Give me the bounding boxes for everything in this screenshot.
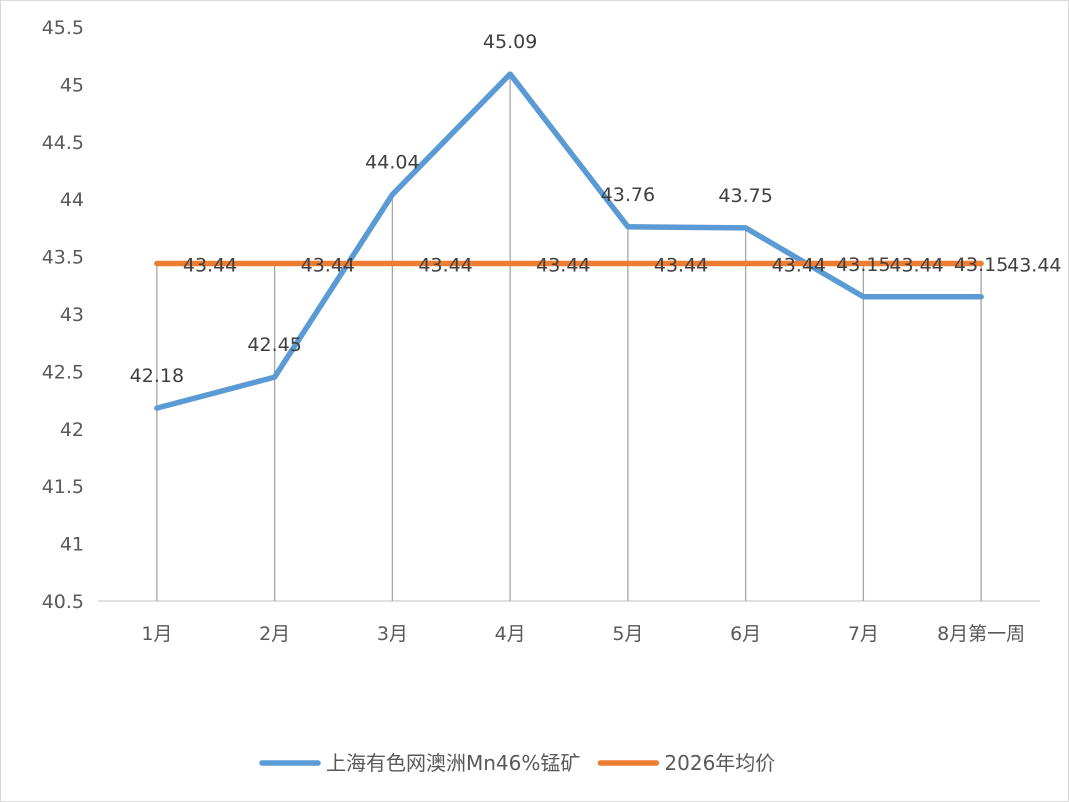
data-label-series-2: 43.44	[418, 254, 472, 276]
y-tick-label: 44.5	[42, 132, 84, 154]
y-tick-label: 40.5	[42, 591, 84, 613]
data-label-series-1: 42.45	[247, 334, 301, 356]
y-tick-label: 43	[60, 304, 84, 326]
legend-label-1: 上海有色网澳洲Mn46%锰矿	[326, 751, 580, 775]
x-tick-label: 5月	[612, 623, 643, 645]
x-tick-label: 4月	[495, 623, 526, 645]
data-label-series-2: 43.44	[536, 254, 590, 276]
data-label-series-1: 43.76	[601, 184, 655, 206]
legend-label-2: 2026年均价	[664, 751, 775, 775]
data-label-series-2: 43.44	[889, 254, 943, 276]
data-label-series-1: 43.15	[954, 254, 1008, 276]
x-tick-label: 1月	[141, 623, 172, 645]
y-tick-label: 42	[60, 419, 84, 441]
y-tick-label: 43.5	[42, 247, 84, 269]
x-tick-label: 3月	[377, 623, 408, 645]
data-label-series-2: 43.44	[183, 254, 237, 276]
data-label-series-1: 45.09	[483, 31, 537, 53]
y-tick-label: 41	[60, 534, 84, 556]
y-tick-label: 45.5	[42, 17, 84, 39]
y-tick-label: 45	[60, 74, 84, 96]
data-label-series-1: 42.18	[130, 365, 184, 387]
data-label-series-2: 43.44	[1007, 254, 1061, 276]
x-tick-label: 2月	[259, 623, 290, 645]
x-tick-label: 8月第一周	[937, 623, 1025, 645]
data-label-series-2: 43.44	[654, 254, 708, 276]
x-tick-label: 7月	[848, 623, 879, 645]
y-tick-label: 42.5	[42, 361, 84, 383]
data-label-series-1: 43.75	[718, 185, 772, 207]
data-label-series-2: 43.44	[301, 254, 355, 276]
y-tick-label: 41.5	[42, 476, 84, 498]
data-label-series-1: 43.15	[836, 254, 890, 276]
data-label-series-2: 43.44	[772, 254, 826, 276]
series-line-1	[154, 71, 984, 411]
x-tick-label: 6月	[730, 623, 761, 645]
data-label-series-1: 44.04	[365, 152, 419, 174]
y-tick-label: 44	[60, 189, 84, 211]
